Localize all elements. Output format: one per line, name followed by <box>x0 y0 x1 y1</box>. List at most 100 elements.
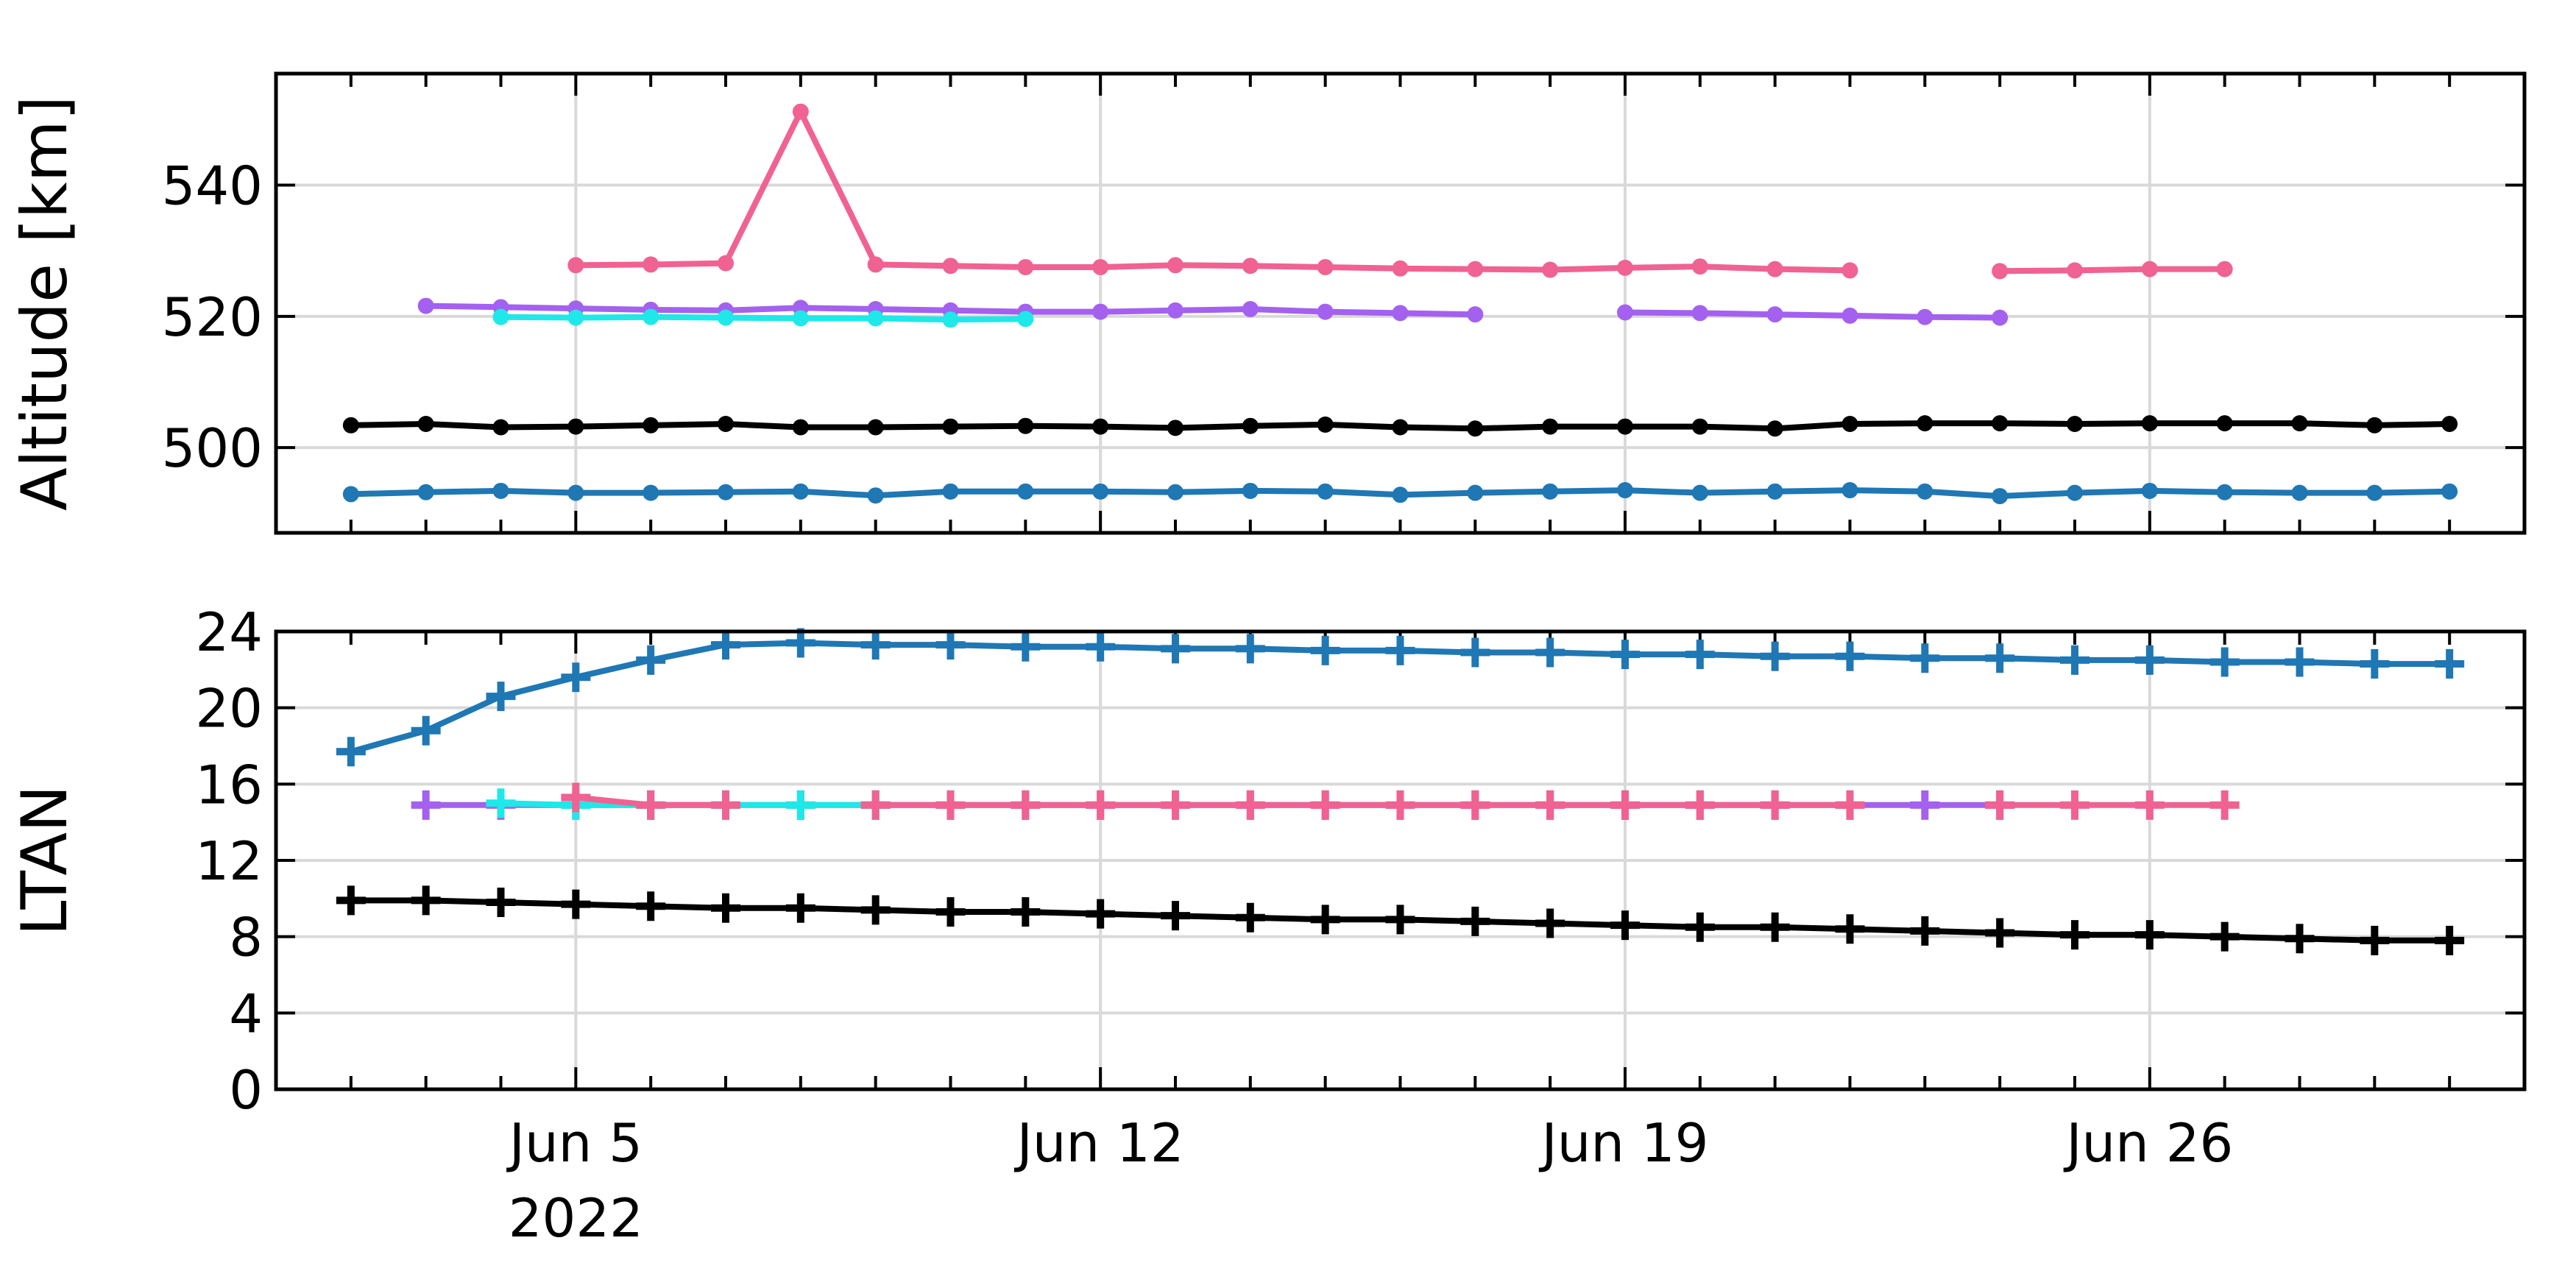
data-point <box>1917 415 1933 432</box>
data-point <box>1086 631 1116 662</box>
y-tick-label: 500 <box>162 417 263 479</box>
y-axis-label: Altitude [km] <box>8 96 82 511</box>
data-point <box>1092 303 1109 320</box>
data-point <box>1617 304 1633 321</box>
data-point <box>486 788 516 818</box>
data-point <box>1617 418 1633 435</box>
data-point <box>792 310 809 327</box>
data-point <box>1017 311 1034 328</box>
data-point <box>492 308 509 325</box>
data-point <box>1542 418 1559 435</box>
series <box>561 782 2240 820</box>
data-point <box>561 889 591 919</box>
data-point <box>2209 790 2240 820</box>
data-point <box>867 310 884 327</box>
data-point <box>417 297 434 314</box>
data-point <box>411 885 441 916</box>
data-point <box>860 790 891 820</box>
data-point <box>1092 258 1109 275</box>
data-point <box>411 790 441 820</box>
data-point <box>1385 635 1415 665</box>
data-point <box>2134 920 2165 950</box>
data-point <box>1235 790 1265 820</box>
data-point <box>2285 647 2315 677</box>
data-point <box>1242 482 1259 499</box>
data-point <box>1392 419 1409 436</box>
data-point <box>1310 905 1340 935</box>
data-point <box>1161 634 1190 664</box>
data-point <box>643 417 659 434</box>
data-point <box>636 790 666 820</box>
data-point <box>2291 415 2308 432</box>
data-point <box>2360 649 2390 679</box>
data-point <box>785 893 815 923</box>
data-point <box>942 483 959 500</box>
data-point <box>718 309 734 326</box>
data-point <box>1535 790 1565 820</box>
data-point <box>942 311 959 328</box>
data-point <box>2291 484 2308 501</box>
data-point <box>1242 301 1259 318</box>
data-point <box>1691 305 1708 322</box>
data-point <box>1167 302 1183 319</box>
data-point <box>1685 912 1715 942</box>
data-point <box>561 662 591 693</box>
data-point <box>1841 262 1858 279</box>
data-point <box>1691 258 1708 275</box>
data-point <box>792 419 809 436</box>
data-point <box>1017 417 1034 434</box>
series <box>567 103 2233 280</box>
series-line <box>500 314 1026 323</box>
series <box>336 628 2465 767</box>
data-point <box>718 484 734 500</box>
data-point <box>1535 637 1565 668</box>
x-tick-label: Jun 26 <box>2063 1112 2233 1174</box>
data-point <box>1317 258 1334 275</box>
data-point <box>492 419 509 436</box>
data-point <box>1985 643 2015 673</box>
data-point <box>1092 418 1109 435</box>
data-point <box>1460 637 1490 668</box>
data-point <box>2216 261 2233 277</box>
data-point <box>1235 902 1265 933</box>
grid-lines <box>276 74 2524 533</box>
data-point <box>1317 303 1334 320</box>
ltan-panel: 0 4 8 12 16 20 24 LTAN Jun 5 2022 Jun 12 Jun 19 Jun … <box>8 601 2527 1249</box>
data-point <box>1841 416 1858 433</box>
data-point <box>1841 307 1858 324</box>
x-tick-label: Jun 5 <box>506 1112 643 1174</box>
data-point <box>643 308 659 325</box>
data-point <box>417 484 434 500</box>
data-point <box>1392 305 1409 322</box>
data-point <box>1086 790 1116 820</box>
data-point <box>1011 631 1041 662</box>
data-point <box>1617 259 1633 276</box>
data-point <box>2134 645 2165 675</box>
data-point <box>2285 924 2315 954</box>
data-point <box>1467 306 1484 323</box>
data-point <box>1835 790 1865 820</box>
data-point <box>336 737 366 767</box>
data-point <box>1910 916 1940 946</box>
data-point <box>1242 417 1259 434</box>
data-point <box>1167 257 1183 274</box>
series <box>336 885 2465 955</box>
data-point <box>1760 912 1790 942</box>
data-point <box>1017 483 1034 500</box>
data-point <box>2060 645 2090 675</box>
series <box>492 308 1034 328</box>
y-tick-label: 0 <box>229 1059 263 1121</box>
data-point <box>1917 308 1933 325</box>
data-point <box>486 682 516 712</box>
data-point <box>2435 649 2465 679</box>
y-tick-label: 16 <box>195 754 263 815</box>
data-point <box>486 888 516 918</box>
data-point <box>2366 417 2383 434</box>
y-axis-label: LTAN <box>8 785 82 935</box>
series <box>342 482 2458 505</box>
data-point <box>1617 482 1633 499</box>
data-point <box>1092 483 1109 500</box>
y-tick-label: 520 <box>162 286 263 348</box>
data-point <box>1760 790 1790 820</box>
